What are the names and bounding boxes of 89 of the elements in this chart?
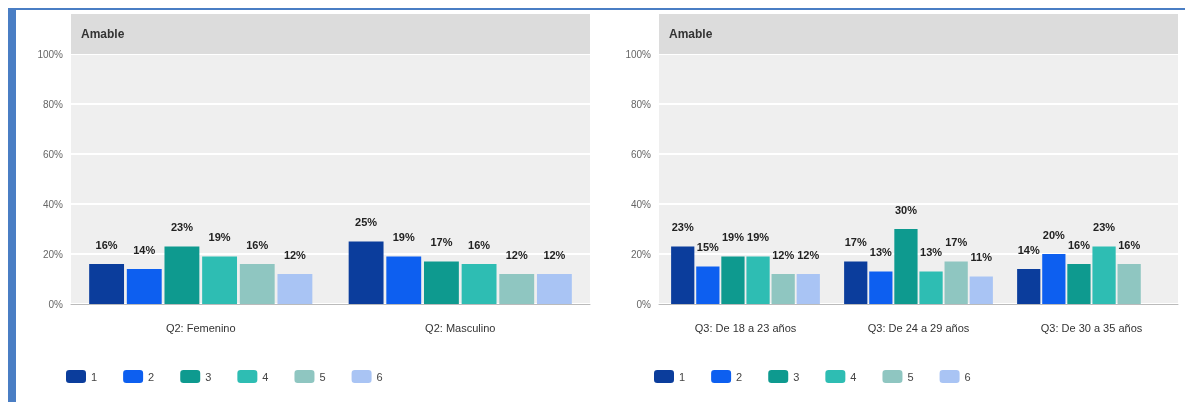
data-label: 17% xyxy=(430,236,453,248)
y-tick-label: 100% xyxy=(37,48,64,60)
bar xyxy=(969,276,993,304)
bar xyxy=(164,246,200,304)
bar xyxy=(844,261,868,304)
legend-label: 6 xyxy=(964,370,971,383)
bar xyxy=(1042,254,1066,304)
bar xyxy=(536,274,572,304)
legend-label: 4 xyxy=(850,370,857,383)
y-tick-label: 20% xyxy=(630,248,652,260)
bar xyxy=(386,256,422,304)
y-tick-label: 80% xyxy=(42,98,64,110)
x-tick-label: Q3: De 24 a 29 años xyxy=(867,321,970,334)
data-label: 12% xyxy=(543,248,566,261)
data-label: 12% xyxy=(505,248,528,261)
data-label: 19% xyxy=(392,231,415,243)
y-tick-label: 80% xyxy=(630,98,652,110)
bar xyxy=(89,264,125,304)
bar xyxy=(721,256,745,304)
x-tick-label: Q3: De 18 a 23 años xyxy=(694,321,797,334)
bar xyxy=(499,274,535,304)
data-label: 14% xyxy=(1017,243,1040,256)
bar xyxy=(1117,264,1141,304)
data-label: 16% xyxy=(1118,238,1141,251)
bar xyxy=(461,264,497,304)
data-label: 19% xyxy=(747,231,770,243)
bar xyxy=(696,266,720,304)
data-label: 12% xyxy=(797,248,820,261)
bar xyxy=(894,229,918,304)
bar xyxy=(277,274,313,304)
y-tick-label: 60% xyxy=(630,148,652,160)
data-label: 15% xyxy=(696,241,720,253)
bar xyxy=(944,261,968,304)
data-label: 13% xyxy=(920,246,943,258)
bar xyxy=(796,274,820,304)
data-label: 12% xyxy=(283,248,307,261)
legend-label: 4 xyxy=(262,370,269,383)
data-label: 16% xyxy=(246,238,269,251)
data-label: 19% xyxy=(208,231,231,243)
data-label: 25% xyxy=(355,216,378,228)
y-tick-label: 0% xyxy=(636,298,652,310)
data-label: 12% xyxy=(772,248,795,261)
bar xyxy=(919,271,943,304)
y-tick-label: 60% xyxy=(42,148,64,160)
y-tick-label: 100% xyxy=(625,48,652,60)
x-tick-label: Q2: Masculino xyxy=(425,321,496,334)
chart-title: Amable xyxy=(659,14,1178,54)
bar xyxy=(771,274,795,304)
legend-label: 6 xyxy=(376,370,383,383)
bar xyxy=(1067,264,1091,304)
data-label: 11% xyxy=(970,251,993,263)
x-tick-label: Q3: De 30 a 35 años xyxy=(1040,321,1143,334)
legend-label: 2 xyxy=(736,370,743,383)
data-label: 30% xyxy=(894,203,918,216)
legend-label: 3 xyxy=(205,370,212,383)
bar xyxy=(1017,269,1041,304)
legend-label: 1 xyxy=(91,370,98,383)
data-label: 16% xyxy=(468,238,491,251)
data-label: 23% xyxy=(671,221,694,233)
bar xyxy=(423,261,459,304)
x-tick-label: Q2: Femenino xyxy=(165,321,236,334)
bar xyxy=(1092,246,1116,304)
bar xyxy=(202,256,238,304)
y-tick-label: 20% xyxy=(42,248,64,260)
legend-label: 5 xyxy=(907,370,914,383)
bar xyxy=(671,246,695,304)
data-label: 16% xyxy=(95,238,118,251)
legend-label: 3 xyxy=(793,370,800,383)
data-label: 14% xyxy=(133,243,156,256)
legend-label: 5 xyxy=(319,370,326,383)
y-tick-label: 40% xyxy=(630,198,652,210)
data-label: 16% xyxy=(1067,238,1091,251)
data-label: 20% xyxy=(1042,228,1066,241)
bar xyxy=(239,264,275,304)
data-label: 13% xyxy=(869,246,893,258)
legend-label: 1 xyxy=(679,370,686,383)
bar xyxy=(348,241,384,304)
data-label: 19% xyxy=(721,231,745,243)
bar xyxy=(869,271,893,304)
bar xyxy=(126,269,162,304)
legend-label: 2 xyxy=(148,370,155,383)
data-label: 17% xyxy=(844,236,867,248)
y-tick-label: 40% xyxy=(42,198,64,210)
data-label: 23% xyxy=(1093,221,1116,233)
bar xyxy=(746,256,770,304)
data-label: 17% xyxy=(945,236,968,248)
y-tick-label: 0% xyxy=(48,298,64,310)
data-label: 23% xyxy=(170,221,194,233)
chart-title: Amable xyxy=(71,14,590,54)
